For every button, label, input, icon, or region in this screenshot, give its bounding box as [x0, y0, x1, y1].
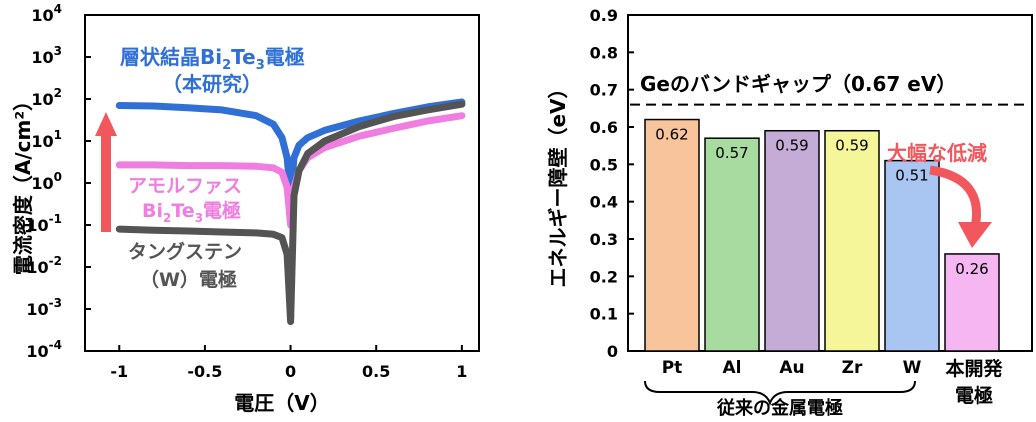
bar-y-tick-label-3: 0.3 — [590, 230, 618, 249]
bar-category-label-w: W — [903, 358, 922, 378]
series-label-crystal-line2: （本研究） — [162, 72, 262, 96]
bar-value-label-pt: 0.62 — [655, 126, 688, 144]
jv-y-ticks: 104 103 102 101 100 10-1 10-2 10-3 10-4 — [26, 2, 91, 361]
jv-tungsten-tail-tip — [286, 315, 295, 324]
bandgap-reference-label: Geのバンドギャップ（0.67 eV） — [640, 72, 956, 96]
bar-y-tick-label-1: 0.1 — [590, 305, 618, 324]
increase-arrow — [95, 112, 117, 232]
bar-y-tick-label-6: 0.6 — [590, 118, 618, 137]
bar-y-tick-label-9: 0.9 — [590, 6, 618, 25]
series-label-amorphous: アモルファス — [128, 175, 242, 197]
bar-pt — [644, 118, 700, 352]
jv-x-tick-label-1: -0.5 — [187, 362, 222, 381]
bar-au — [764, 129, 820, 352]
bar-y-tick-label-8: 0.8 — [590, 43, 618, 62]
jv-y-tick-label-8: 10-4 — [26, 338, 62, 361]
bar-y-tick-label-4: 0.4 — [590, 193, 618, 212]
bar-y-ticks: 0 0.1 0.2 0.3 0.4 0.5 0.6 0.7 0.8 0.9 — [590, 6, 634, 361]
bar-y-tick-label-2: 0.2 — [590, 267, 618, 286]
series-label-crystal: 層状結晶Bi2Te3電極 — [120, 45, 305, 73]
bar-category-label-al: Al — [723, 358, 742, 378]
jv-y-tick-label-7: 10-3 — [26, 296, 62, 319]
bar-category-label-au: Au — [779, 358, 804, 378]
jv-chart: 104 103 102 101 100 10-1 10-2 10-3 10-4 -1 -0.5 0 0… — [11, 2, 480, 415]
jv-x-tick-label-2: 0 — [285, 362, 296, 381]
bar-this-work — [944, 253, 1000, 352]
series-label-amorphous-line2: Bi2Te3電極 — [142, 199, 241, 225]
jv-x-tick-label-4: 1 — [456, 362, 467, 381]
series-label-tungsten: タングステン — [128, 240, 242, 263]
bar-category-label-this-work: 本開発 — [945, 357, 1003, 380]
bar-y-tick-label-5: 0.5 — [590, 155, 618, 174]
bar-category-label-pt: Pt — [662, 358, 683, 378]
jv-x-axis-label: 電圧（V） — [234, 391, 329, 415]
bar-value-label-al: 0.57 — [715, 144, 748, 162]
bar-category-label-zr: Zr — [842, 358, 863, 378]
bar-value-label-au: 0.59 — [775, 137, 808, 155]
bar-y-axis-label: エネルギー障壁（eV） — [546, 78, 570, 287]
reduction-annotation: 大幅な低減 — [887, 141, 987, 165]
jv-y-tick-label-0: 104 — [31, 2, 62, 25]
jv-y-tick-label-4: 100 — [31, 170, 62, 193]
bar-y-tick-label-7: 0.7 — [590, 81, 618, 100]
jv-x-tick-label-3: 0.5 — [362, 362, 390, 381]
jv-x-tick-label-0: -1 — [110, 362, 128, 381]
bar-w — [884, 159, 940, 352]
bar-y-tick-label-0: 0 — [607, 342, 618, 361]
group-brace — [644, 380, 916, 406]
jv-y-tick-label-2: 102 — [31, 86, 62, 109]
jv-y-tick-label-1: 103 — [31, 44, 62, 67]
bar-category-label-this-work-line2: 電極 — [955, 384, 993, 407]
bar-value-label-zr: 0.59 — [835, 137, 868, 155]
bar-value-label-w: 0.51 — [895, 167, 928, 185]
jv-x-ticks: -1 -0.5 0 0.5 1 — [110, 345, 467, 381]
jv-y-tick-label-6: 10-2 — [26, 254, 62, 277]
barrier-bar-chart: 0 0.1 0.2 0.3 0.4 0.5 0.6 0.7 0.8 0.9 0.62 Pt 0.57 A… — [546, 6, 1033, 419]
jv-y-tick-label-5: 10-1 — [26, 212, 62, 235]
reduction-arrow — [929, 165, 992, 248]
bar-zr — [824, 129, 880, 352]
jv-series — [115, 98, 466, 326]
bar-value-label-this-work: 0.26 — [955, 260, 988, 278]
jv-y-tick-label-3: 101 — [31, 128, 62, 151]
series-label-tungsten-line2: （W）電極 — [140, 268, 237, 291]
jv-y-axis-label: 電流密度（A/cm²） — [11, 91, 35, 275]
bar-al — [704, 137, 760, 352]
group-label: 従来の金属電極 — [716, 397, 843, 419]
